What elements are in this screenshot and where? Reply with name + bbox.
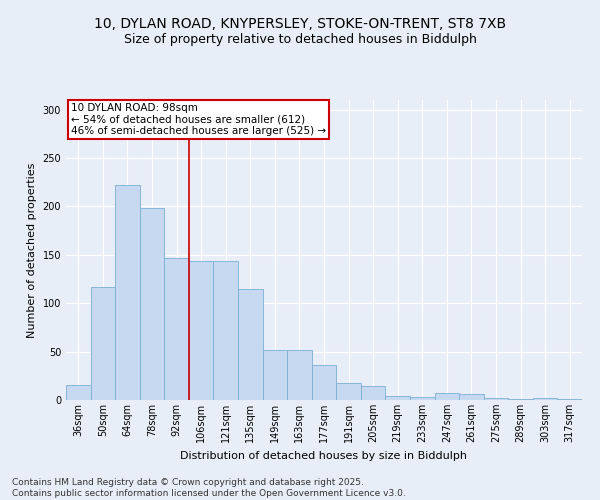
Bar xyxy=(189,260,214,400)
Bar xyxy=(312,365,336,400)
Bar xyxy=(91,287,115,400)
Bar xyxy=(214,260,238,400)
X-axis label: Distribution of detached houses by size in Biddulph: Distribution of detached houses by size … xyxy=(181,450,467,460)
Bar xyxy=(410,397,434,400)
Text: 10, DYLAN ROAD, KNYPERSLEY, STOKE-ON-TRENT, ST8 7XB: 10, DYLAN ROAD, KNYPERSLEY, STOKE-ON-TRE… xyxy=(94,18,506,32)
Text: 10 DYLAN ROAD: 98sqm
← 54% of detached houses are smaller (612)
46% of semi-deta: 10 DYLAN ROAD: 98sqm ← 54% of detached h… xyxy=(71,103,326,136)
Bar xyxy=(164,258,189,400)
Text: Size of property relative to detached houses in Biddulph: Size of property relative to detached ho… xyxy=(124,32,476,46)
Bar xyxy=(459,394,484,400)
Bar xyxy=(484,398,508,400)
Bar xyxy=(533,398,557,400)
Bar xyxy=(287,350,312,400)
Bar xyxy=(434,393,459,400)
Bar xyxy=(508,399,533,400)
Bar xyxy=(336,382,361,400)
Text: Contains HM Land Registry data © Crown copyright and database right 2025.
Contai: Contains HM Land Registry data © Crown c… xyxy=(12,478,406,498)
Bar xyxy=(66,386,91,400)
Bar xyxy=(557,399,582,400)
Bar xyxy=(385,396,410,400)
Y-axis label: Number of detached properties: Number of detached properties xyxy=(27,162,37,338)
Bar xyxy=(238,288,263,400)
Bar xyxy=(115,185,140,400)
Bar xyxy=(263,350,287,400)
Bar xyxy=(361,386,385,400)
Bar xyxy=(140,208,164,400)
